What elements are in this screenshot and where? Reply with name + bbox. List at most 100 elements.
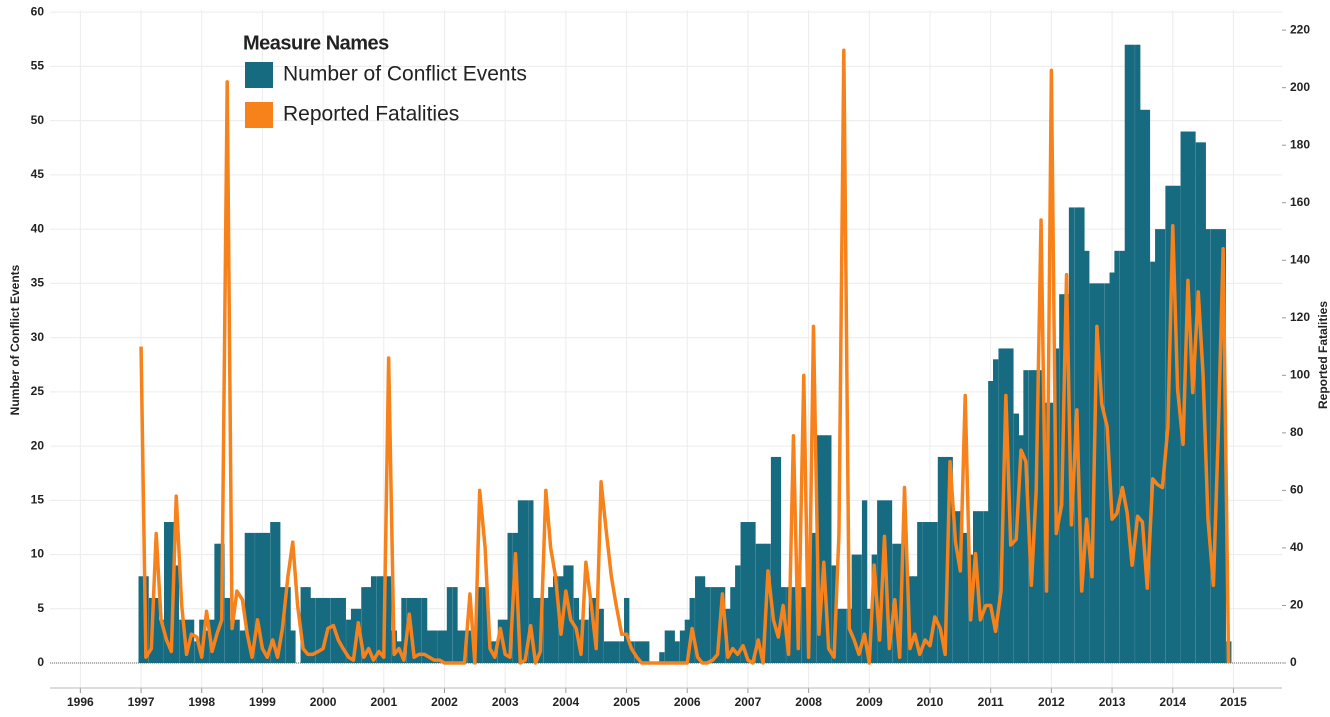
bar: [957, 511, 964, 664]
bar: [836, 608, 842, 664]
bar: [528, 500, 534, 664]
bar: [386, 576, 392, 664]
bar: [972, 511, 979, 664]
y2-tick-label: 200: [1290, 80, 1310, 94]
bar: [426, 630, 433, 664]
bar: [775, 456, 782, 664]
y-tick-label: 0: [37, 655, 44, 669]
bar: [1175, 185, 1181, 664]
bar: [502, 619, 509, 664]
bar: [512, 532, 519, 664]
bar: [1038, 370, 1044, 664]
bar: [437, 630, 443, 664]
y-tick-label: 30: [31, 330, 45, 344]
bar: [993, 359, 999, 664]
bar: [441, 630, 448, 664]
y-tick-label: 55: [31, 59, 45, 73]
bar: [153, 597, 160, 664]
bar: [1094, 283, 1100, 664]
bar: [497, 619, 504, 664]
y2-tick-label: 180: [1290, 137, 1310, 151]
bar: [507, 532, 513, 664]
y-tick-label: 25: [31, 384, 45, 398]
legend-label: Number of Conflict Events: [283, 63, 527, 86]
y-tick-label: 50: [31, 113, 45, 127]
y2-tick-label: 160: [1290, 195, 1310, 209]
bar: [1119, 250, 1126, 664]
bar: [765, 543, 771, 664]
bar: [846, 608, 853, 664]
bar: [639, 641, 645, 664]
bar: [138, 576, 144, 664]
bar: [644, 641, 650, 664]
bar: [952, 511, 959, 664]
x-tick-label: 2010: [917, 695, 944, 709]
bar: [1068, 207, 1075, 664]
bar: [628, 641, 635, 664]
bar: [1023, 370, 1029, 664]
x-tick-label: 2008: [795, 695, 822, 709]
x-tick-label: 1998: [188, 695, 215, 709]
bar: [229, 619, 235, 664]
bar: [695, 576, 701, 664]
x-tick-label: 2004: [553, 695, 580, 709]
x-tick-label: 2001: [370, 695, 397, 709]
bar: [320, 597, 326, 664]
bar: [188, 619, 195, 664]
bar: [901, 543, 908, 664]
line: [139, 48, 1231, 665]
bar: [1129, 44, 1135, 664]
bar: [1003, 348, 1009, 664]
bar: [1190, 131, 1196, 664]
bar: [179, 619, 185, 664]
y2-tick-label: 220: [1290, 22, 1310, 36]
legend-swatch: [245, 62, 273, 88]
x-tick-label: 2012: [1038, 695, 1065, 709]
bar: [1018, 435, 1024, 664]
bar: [932, 522, 938, 664]
bar: [1150, 261, 1156, 664]
bar: [173, 565, 180, 664]
x-tick-label: 1997: [128, 695, 155, 709]
y2-tick-label: 140: [1290, 252, 1310, 266]
bar: [740, 522, 746, 664]
bar: [669, 630, 675, 664]
bar: [770, 456, 777, 664]
bar: [255, 532, 261, 664]
bar: [826, 435, 832, 664]
bar: [204, 630, 210, 664]
bar: [841, 608, 847, 664]
bar: [421, 597, 428, 664]
bar: [446, 587, 453, 664]
x-tick-label: 2006: [674, 695, 701, 709]
bar: [735, 565, 741, 664]
bar: [482, 587, 488, 664]
bar: [1195, 142, 1202, 664]
bar: [401, 597, 407, 664]
y-tick-label: 60: [31, 4, 45, 18]
y-tick-label: 40: [31, 221, 45, 235]
bar: [801, 587, 807, 664]
x-tick-label: 2002: [431, 695, 458, 709]
bar: [340, 597, 346, 664]
bar: [947, 456, 953, 664]
bar: [477, 587, 483, 664]
bar: [983, 511, 989, 664]
bar: [917, 522, 923, 664]
bar: [1048, 402, 1055, 664]
y2-tick-label: 40: [1290, 540, 1304, 554]
bar: [234, 619, 240, 664]
bar: [264, 532, 271, 664]
bar: [710, 587, 716, 664]
bar: [376, 576, 382, 664]
bar: [598, 608, 604, 664]
bar: [715, 587, 721, 664]
bar: [922, 522, 928, 664]
bar: [1114, 250, 1120, 664]
bar: [1135, 44, 1141, 664]
marks: [138, 44, 1232, 665]
bar: [366, 587, 372, 664]
bar: [194, 641, 200, 664]
bar: [856, 554, 862, 664]
x-tick-label: 2005: [613, 695, 640, 709]
